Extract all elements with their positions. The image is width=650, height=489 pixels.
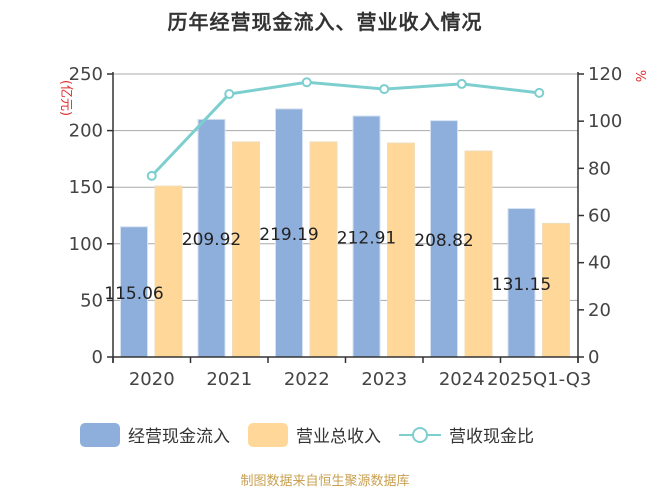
legend-line-marker-icon: [399, 426, 441, 443]
bar-revenue[interactable]: [154, 185, 183, 358]
ratio-point[interactable]: [301, 77, 312, 88]
ratio-point[interactable]: [534, 87, 545, 98]
x-tick-label: 2020: [129, 369, 175, 390]
source-footer: 制图数据来自恒生聚源数据库: [240, 474, 410, 489]
right-tick-label: 60: [588, 206, 611, 227]
x-tick-label: 2024: [439, 369, 485, 390]
data-label: 209.92: [182, 230, 241, 250]
ratio-line: [150, 80, 540, 177]
x-tick-label: 2022: [284, 369, 330, 390]
left-tick-label: 100: [69, 234, 103, 255]
data-label: 208.82: [414, 231, 473, 251]
data-label: 115.06: [104, 284, 163, 304]
x-tick-label: 2025Q1-Q3: [487, 369, 591, 390]
bar-revenue[interactable]: [464, 150, 493, 358]
bar-cash-inflow[interactable]: [430, 120, 458, 358]
left-tick-label: 0: [92, 347, 103, 368]
ratio-point[interactable]: [146, 170, 157, 181]
bar-cash-inflow[interactable]: [275, 108, 303, 358]
left-tick-label: 200: [69, 121, 103, 142]
legend-label: 营业总收入: [296, 427, 381, 447]
bar-revenue[interactable]: [309, 141, 338, 358]
left-axis-unit: (亿元): [58, 80, 73, 116]
x-tick-label: 2023: [361, 369, 407, 390]
legend-item-revenue[interactable]: 营业总收入: [248, 422, 381, 447]
legend-label: 经营现金流入: [128, 427, 230, 447]
bar-cash-inflow[interactable]: [507, 208, 536, 358]
legend-item-ratio[interactable]: 营收现金比: [399, 422, 534, 447]
legend-swatch-blue-icon: [80, 422, 120, 447]
legend-item-cash-inflow[interactable]: 经营现金流入: [80, 422, 230, 447]
right-tick-label: 100: [588, 111, 622, 132]
right-axis-unit: %: [632, 70, 647, 82]
left-tick-label: 50: [80, 290, 103, 311]
right-tick-label: 80: [588, 158, 611, 179]
right-tick-label: 20: [588, 300, 611, 321]
left-tick-label: 250: [69, 64, 103, 85]
bar-revenue[interactable]: [387, 142, 415, 358]
ratio-point[interactable]: [456, 78, 467, 89]
bar-cash-inflow[interactable]: [120, 226, 148, 358]
data-label: 131.15: [492, 275, 551, 295]
bar-revenue[interactable]: [232, 141, 260, 358]
right-tick-label: 120: [588, 64, 622, 85]
x-tick-label: 2021: [206, 369, 252, 390]
right-tick-label: 0: [588, 347, 599, 368]
chart-plot-area: 115.06 209.92 219.19 212.91 208.82 131.15 0 50 1…: [58, 64, 647, 390]
data-label: 219.19: [259, 225, 318, 245]
left-tick-label: 150: [69, 177, 103, 198]
chart-title: 历年经营现金流入、营业收入情况: [167, 10, 483, 34]
bar-revenue[interactable]: [542, 222, 570, 358]
ratio-point[interactable]: [379, 84, 390, 95]
bar-cash-inflow[interactable]: [352, 115, 381, 358]
ratio-point[interactable]: [224, 89, 235, 100]
legend-swatch-orange-icon: [248, 422, 288, 447]
chart-legend: 经营现金流入 营业总收入 营收现金比: [80, 422, 552, 447]
right-tick-label: 40: [588, 253, 611, 274]
data-label: 212.91: [337, 228, 396, 248]
legend-label: 营收现金比: [449, 427, 534, 447]
